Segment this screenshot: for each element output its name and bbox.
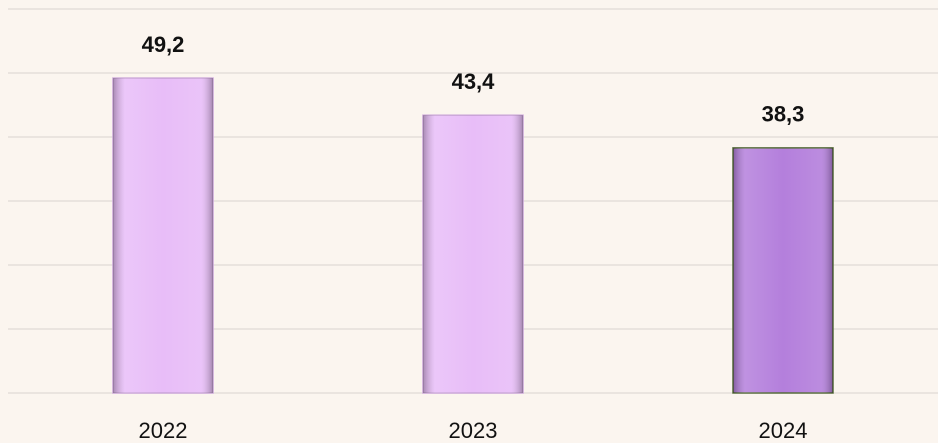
value-label: 49,2: [142, 32, 185, 57]
bar-shade: [113, 78, 213, 394]
x-tick-label: 2024: [759, 418, 808, 443]
bar-shade: [733, 147, 833, 393]
x-tick-label: 2022: [139, 418, 188, 443]
x-tick-label: 2023: [449, 418, 498, 443]
bar-shade: [423, 115, 523, 394]
value-label: 38,3: [762, 102, 805, 127]
value-label: 43,4: [452, 69, 496, 94]
